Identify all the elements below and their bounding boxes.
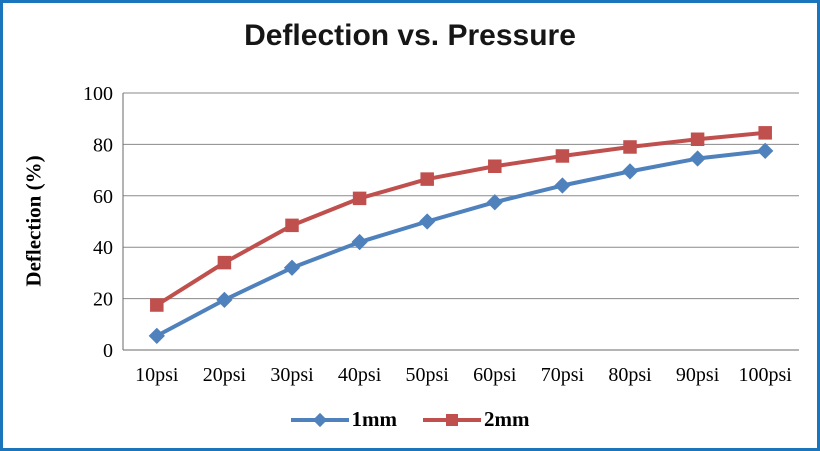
chart-title: Deflection vs. Pressure [244, 19, 576, 52]
x-axis-tick-label: 60psi [473, 364, 517, 386]
x-axis-tick-label: 70psi [541, 364, 585, 386]
data-point-marker [446, 413, 458, 426]
data-point-marker [420, 172, 434, 186]
y-axis-tick-label: 80 [93, 134, 113, 156]
x-axis-tick-label: 20psi [203, 364, 247, 386]
data-point-marker [217, 255, 232, 270]
series-line-1mm [155, 148, 766, 338]
y-axis-tick-label: 60 [93, 186, 113, 208]
legend-item-label: 1mm [351, 407, 398, 431]
x-axis-tick-label: 90psi [676, 364, 720, 386]
data-point-marker [623, 140, 637, 154]
data-point-marker [283, 259, 301, 276]
legend-item-2mm: 2mm [423, 407, 530, 432]
x-axis-tick-label: 10psi [135, 364, 179, 386]
y-axis-tick-label: 20 [93, 289, 113, 311]
data-point-marker [757, 142, 774, 159]
x-axis-tick-label: 100psi [739, 364, 793, 386]
y-axis-tick-label: 100 [83, 83, 113, 105]
data-point-marker [216, 291, 233, 309]
data-point-marker [285, 218, 299, 233]
legend-item-label: 2mm [484, 407, 530, 431]
data-point-marker [352, 191, 367, 206]
data-point-marker [554, 177, 571, 194]
data-point-marker [148, 327, 165, 344]
data-point-marker [419, 213, 436, 230]
data-point-marker [555, 149, 570, 163]
data-point-marker [150, 298, 164, 312]
y-axis-tick-label: 0 [103, 340, 113, 362]
data-point-marker [312, 412, 327, 427]
x-axis-tick-label: 80psi [608, 364, 652, 386]
data-point-marker [621, 163, 639, 180]
series-line-2mm [155, 130, 766, 307]
data-point-marker [488, 159, 502, 173]
data-point-marker [351, 233, 368, 251]
data-point-marker [689, 150, 706, 167]
legend-square-icon [423, 413, 481, 426]
legend: 1mm 2mm [3, 407, 817, 432]
plot-area: 0 20 40 60 80 100 10psi 20psi 30psi 40psi 50psi 60p… [83, 83, 799, 386]
x-axis-tick-label: 40psi [338, 364, 382, 386]
legend-item-1mm: 1mm [290, 407, 398, 432]
x-axis-tick-label: 50psi [406, 364, 450, 386]
legend-diamond-icon [290, 412, 349, 427]
x-axis-tick-label: 30psi [270, 364, 314, 386]
data-point-marker [690, 132, 705, 147]
data-point-marker [758, 126, 772, 140]
y-axis-tick-label: 40 [93, 237, 113, 259]
data-point-marker [486, 194, 503, 211]
